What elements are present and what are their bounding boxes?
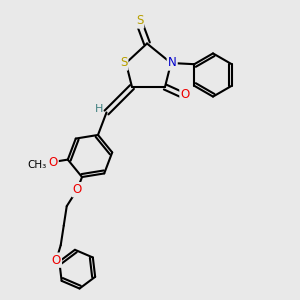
Text: H: H <box>95 104 103 115</box>
Text: O: O <box>73 183 82 196</box>
Text: N: N <box>168 56 177 70</box>
Text: O: O <box>48 155 58 169</box>
Text: O: O <box>52 254 61 267</box>
Text: S: S <box>136 14 143 28</box>
Text: O: O <box>181 88 190 101</box>
Text: CH₃: CH₃ <box>27 160 46 170</box>
Text: S: S <box>120 56 127 70</box>
